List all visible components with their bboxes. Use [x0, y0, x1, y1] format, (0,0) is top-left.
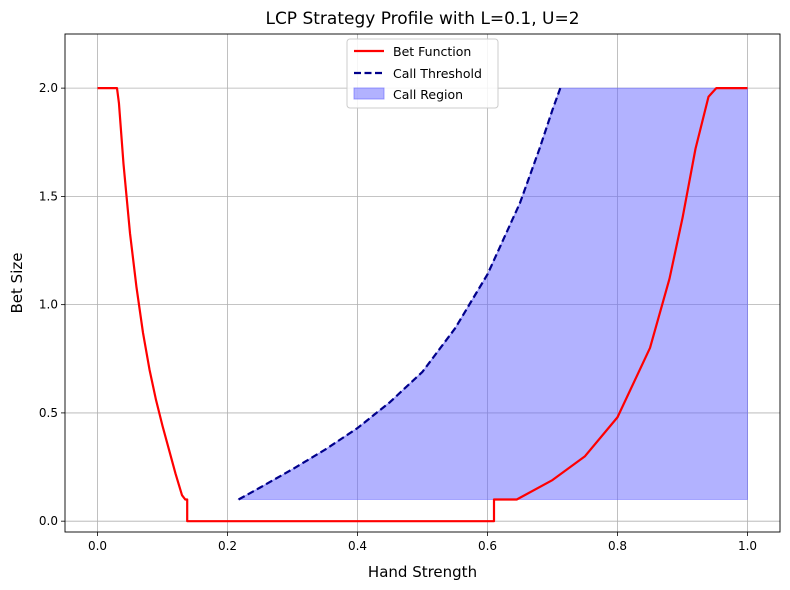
tick-layer: 0.0 0.2 0.4 0.6 0.8 1.0 0.0 0.5 1.0 1.5 2.0 — [39, 81, 757, 553]
legend-box — [346, 38, 499, 109]
y-tick-label: 0.0 — [39, 514, 58, 528]
x-tick-label: 0.0 — [88, 539, 107, 553]
x-axis-label: Hand Strength — [368, 563, 477, 581]
bet-function-line — [97, 87, 748, 523]
legend: Bet Function Call Threshold Call Region — [346, 38, 499, 109]
x-tick-label: 0.8 — [608, 539, 627, 553]
legend-swatch-call-region — [353, 87, 385, 100]
series-layer — [97, 87, 748, 523]
y-tick-label: 2.0 — [39, 81, 58, 95]
legend-label-call-region: Call Region — [393, 87, 463, 102]
y-tick-label: 1.0 — [39, 298, 58, 312]
x-tick-label: 0.2 — [218, 539, 237, 553]
x-tick-label: 0.4 — [348, 539, 367, 553]
plot-frame — [64, 33, 781, 533]
y-tick-label: 0.5 — [39, 406, 58, 420]
y-axis-label: Bet Size — [8, 253, 26, 314]
x-tick-label: 1.0 — [738, 539, 757, 553]
x-tick-label: 0.6 — [478, 539, 497, 553]
legend-label-call-threshold: Call Threshold — [393, 66, 482, 81]
legend-label-bet-function: Bet Function — [393, 44, 471, 59]
y-tick-label: 1.5 — [39, 189, 58, 203]
chart-title: LCP Strategy Profile with L=0.1, U=2 — [265, 9, 579, 29]
call-threshold-line — [238, 87, 562, 501]
